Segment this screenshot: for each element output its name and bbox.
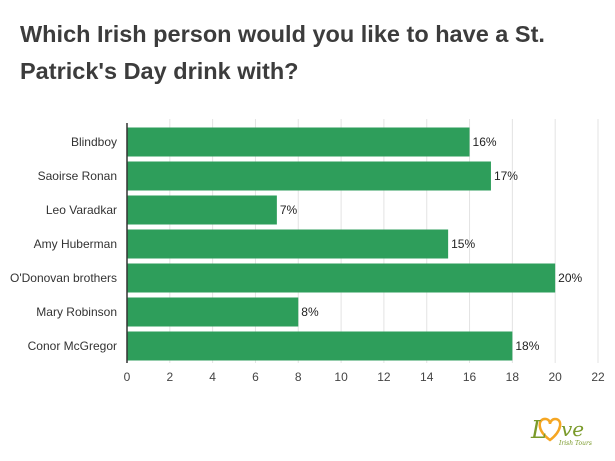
data-label: 16% <box>473 135 497 149</box>
svg-text:ve: ve <box>561 417 584 441</box>
category-label: Amy Huberman <box>34 237 117 251</box>
svg-text:Irish Tours: Irish Tours <box>558 440 592 447</box>
bar <box>127 263 556 293</box>
x-tick-label: 4 <box>209 370 216 384</box>
category-label: Conor McGregor <box>28 339 117 353</box>
x-tick-label: 12 <box>377 370 391 384</box>
data-label: 18% <box>515 339 539 353</box>
data-label: 7% <box>280 203 298 217</box>
x-tick-label: 6 <box>252 370 259 384</box>
x-tick-label: 20 <box>549 370 563 384</box>
svg-text:L: L <box>530 416 547 444</box>
x-tick-label: 16 <box>463 370 477 384</box>
category-label: Mary Robinson <box>36 305 117 319</box>
category-label: Blindboy <box>71 135 117 149</box>
bar <box>127 127 470 157</box>
chart-title: Which Irish person would you like to hav… <box>20 21 545 84</box>
data-label: 20% <box>558 271 582 285</box>
data-label: 17% <box>494 169 518 183</box>
x-tick-label: 18 <box>506 370 520 384</box>
axes: 0 2 4 6 8 10 12 14 16 18 20 22 Blindboy 16% Saoirse Ro… <box>10 123 605 384</box>
heart-icon <box>538 417 562 442</box>
x-tick-label: 14 <box>420 370 434 384</box>
x-tick-label: 22 <box>591 370 605 384</box>
bar <box>127 195 277 225</box>
category-label: Leo Varadkar <box>46 203 117 217</box>
x-tick-label: 0 <box>124 370 131 384</box>
bar <box>127 229 449 259</box>
bar <box>127 161 491 191</box>
data-label: 8% <box>301 305 319 319</box>
category-label: Saoirse Ronan <box>38 169 117 183</box>
bars <box>127 127 556 361</box>
x-tick-label: 10 <box>334 370 348 384</box>
bar <box>127 331 513 361</box>
love-irish-tours-logo: L ve Irish Tours <box>530 416 592 447</box>
x-tick-label: 2 <box>166 370 173 384</box>
data-label: 15% <box>451 237 475 251</box>
category-label: O'Donovan brothers <box>10 271 117 285</box>
x-tick-label: 8 <box>295 370 302 384</box>
bar <box>127 297 299 327</box>
